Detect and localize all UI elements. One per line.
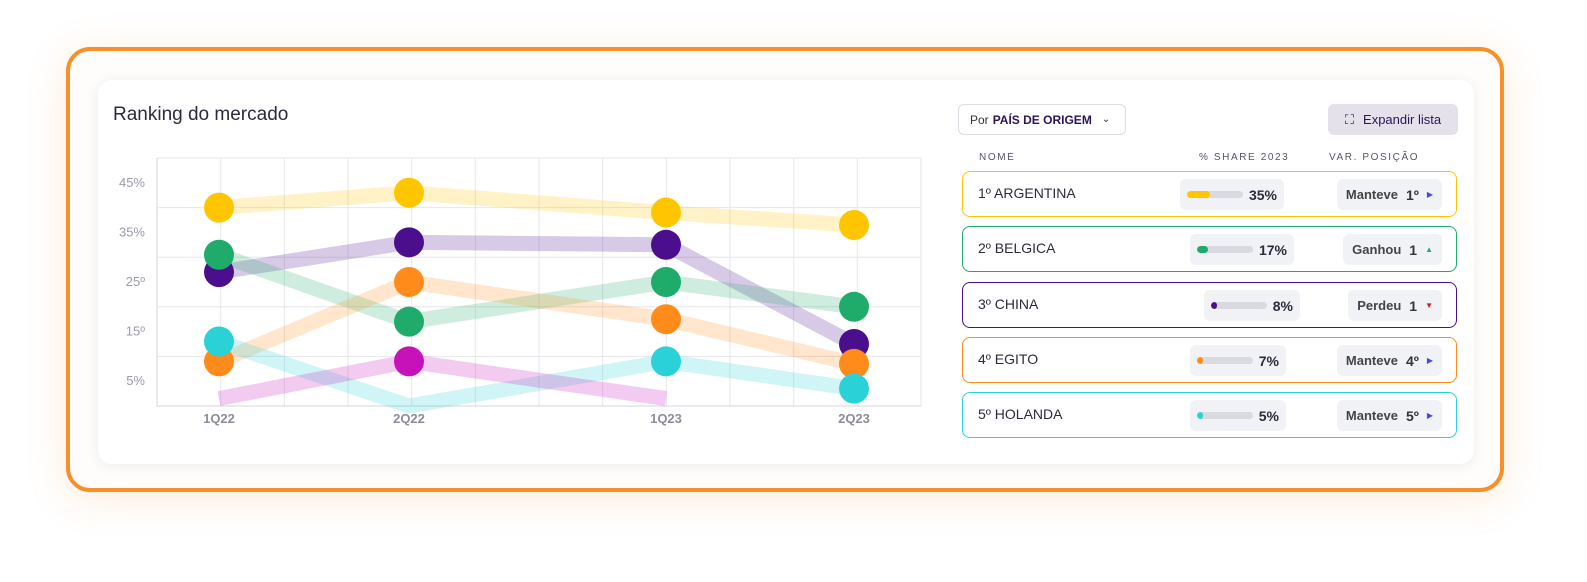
series-point[interactable] xyxy=(204,239,234,270)
share-value: 7% xyxy=(1258,352,1279,369)
share-indicator: 17% xyxy=(1189,234,1294,265)
filter-value: PAÍS DE ORIGEM xyxy=(992,112,1092,127)
variation-position: 1 xyxy=(1409,297,1418,314)
series-point[interactable] xyxy=(651,229,681,260)
column-header-var: VAR. POSIÇÃO xyxy=(1329,152,1420,163)
ranking-row[interactable]: 2º BELGICA 17% Ganhou 1 ▲ xyxy=(962,226,1457,272)
row-name: 1º ARGENTINA xyxy=(978,185,1076,201)
y-tick-label: 5% xyxy=(126,373,145,388)
series-point[interactable] xyxy=(839,373,869,404)
variation-status: Manteve xyxy=(1345,187,1398,202)
variation-position: 1 xyxy=(1409,241,1418,258)
ranking-line-chart: 45% 35% 25º 15º 5% 1Q22 2Q22 1Q23 2Q23 xyxy=(119,157,922,426)
arrow-up-icon: ▲ xyxy=(1425,245,1433,254)
position-variation: Manteve 5º ▶ xyxy=(1336,400,1442,431)
series-point[interactable] xyxy=(839,348,869,379)
row-name: 2º BELGICA xyxy=(978,240,1056,256)
ranking-row[interactable]: 5º HOLANDA 5% Manteve 5º ▶ xyxy=(962,392,1457,438)
share-bar-fill xyxy=(1196,357,1203,364)
column-header-share: % SHARE 2023 xyxy=(1199,152,1290,163)
series-point[interactable] xyxy=(394,227,424,258)
share-bar-fill xyxy=(1210,302,1217,309)
y-tick-label: 35% xyxy=(119,224,145,239)
series-line xyxy=(216,334,856,414)
share-value: 17% xyxy=(1258,241,1287,258)
x-tick-label: 2Q23 xyxy=(838,411,870,426)
series-line xyxy=(216,274,856,372)
x-tick-label: 1Q23 xyxy=(650,411,682,426)
position-variation: Manteve 1º ▶ xyxy=(1336,179,1442,210)
row-name: 4º EGITO xyxy=(978,351,1039,367)
expand-label: Expandir lista xyxy=(1363,112,1442,127)
series-point[interactable] xyxy=(839,291,869,322)
series-point[interactable] xyxy=(394,306,424,337)
series-point[interactable] xyxy=(839,209,869,240)
share-bar-fill xyxy=(1196,246,1209,253)
position-variation: Ganhou 1 ▲ xyxy=(1343,234,1442,265)
arrow-right-icon: ▶ xyxy=(1426,356,1433,365)
share-indicator: 7% xyxy=(1189,345,1286,376)
expand-icon: ⛶ xyxy=(1344,111,1355,127)
series-point[interactable] xyxy=(651,346,681,377)
market-ranking-card: Ranking do mercado 45% 35% 25º 15º 5% 1Q22 2Q2… xyxy=(98,80,1474,464)
x-tick-label: 1Q22 xyxy=(203,411,235,426)
series-point[interactable] xyxy=(394,177,424,208)
share-bar xyxy=(1196,412,1253,419)
variation-status: Perdeu xyxy=(1357,298,1402,313)
share-bar-fill xyxy=(1186,191,1211,198)
y-tick-label: 15º xyxy=(126,324,145,339)
series-point[interactable] xyxy=(394,267,424,297)
series-point[interactable] xyxy=(204,326,234,357)
share-bar xyxy=(1210,302,1267,309)
expand-list-button[interactable]: ⛶ Expandir lista xyxy=(1328,104,1458,135)
series-point[interactable] xyxy=(204,192,234,223)
variation-position: 1º xyxy=(1405,186,1419,203)
arrow-right-icon: ▶ xyxy=(1426,411,1433,420)
ranking-row[interactable]: 4º EGITO 7% Manteve 4º ▶ xyxy=(962,337,1457,383)
series-point[interactable] xyxy=(394,346,424,377)
share-bar xyxy=(1196,246,1253,253)
arrow-right-icon: ▶ xyxy=(1426,190,1433,199)
arrow-down-icon: ▼ xyxy=(1425,301,1433,310)
variation-status: Manteve xyxy=(1345,408,1398,423)
share-value: 5% xyxy=(1258,407,1279,424)
position-variation: Perdeu 1 ▼ xyxy=(1348,290,1442,321)
row-name: 3º CHINA xyxy=(978,296,1039,312)
position-variation: Manteve 4º ▶ xyxy=(1336,345,1442,376)
x-tick-label: 2Q22 xyxy=(393,411,425,426)
filter-prefix: Por xyxy=(970,112,989,127)
y-tick-label: 45% xyxy=(119,175,145,190)
origin-filter-dropdown[interactable]: Por PAÍS DE ORIGEM ⌄ xyxy=(958,104,1126,135)
y-tick-label: 25º xyxy=(126,274,145,289)
row-name: 5º HOLANDA xyxy=(978,406,1063,422)
share-indicator: 8% xyxy=(1203,290,1300,321)
ranking-row[interactable]: 3º CHINA 8% Perdeu 1 ▼ xyxy=(962,282,1457,328)
variation-status: Manteve xyxy=(1345,353,1398,368)
card-title: Ranking do mercado xyxy=(113,104,289,125)
series-line xyxy=(216,247,855,330)
share-value: 8% xyxy=(1272,297,1293,314)
column-header-name: NOME xyxy=(979,152,1016,163)
series-point[interactable] xyxy=(651,304,681,335)
ranking-row[interactable]: 1º ARGENTINA 35% Manteve 1º ▶ xyxy=(962,171,1457,217)
variation-status: Ganhou xyxy=(1352,242,1402,257)
share-indicator: 5% xyxy=(1189,400,1286,431)
series-point[interactable] xyxy=(651,267,681,297)
share-value: 35% xyxy=(1248,186,1277,203)
series-point[interactable] xyxy=(651,197,681,228)
chevron-down-icon: ⌄ xyxy=(1101,114,1111,125)
series-line xyxy=(217,234,858,351)
variation-position: 5º xyxy=(1405,407,1419,424)
series-line xyxy=(218,185,855,233)
share-bar xyxy=(1196,357,1253,364)
share-bar-fill xyxy=(1196,412,1203,419)
share-bar xyxy=(1186,191,1243,198)
variation-position: 4º xyxy=(1405,352,1419,369)
share-indicator: 35% xyxy=(1179,179,1284,210)
